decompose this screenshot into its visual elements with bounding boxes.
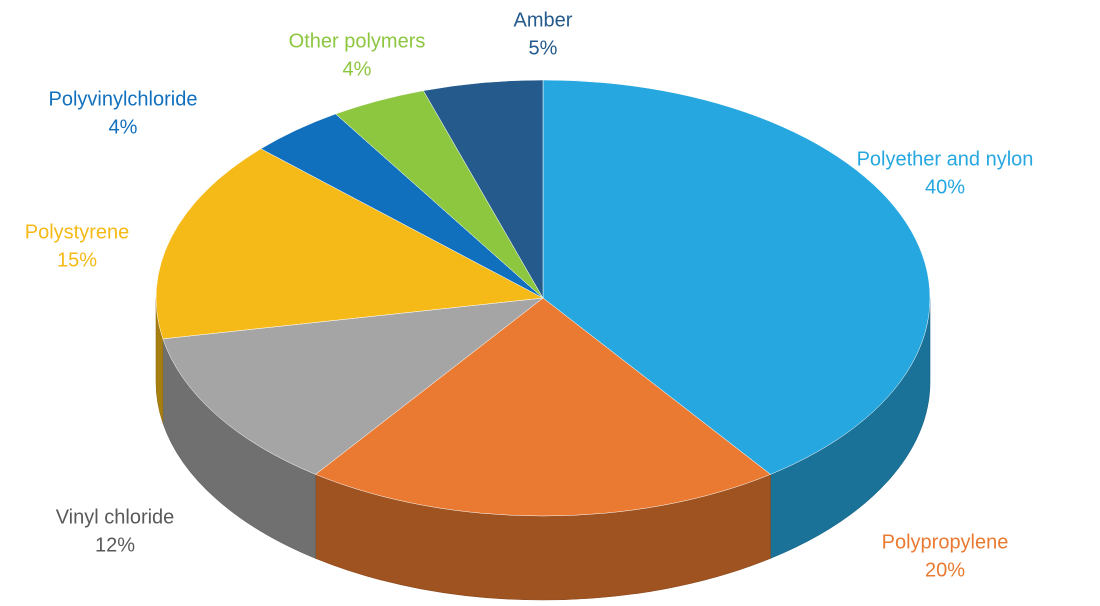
data-label-value: 4% (343, 58, 372, 80)
data-label-name: Amber (514, 9, 573, 31)
data-label-name: Polystyrene (25, 221, 130, 243)
slice (423, 79, 544, 299)
data-label-name: Polypropylene (882, 531, 1009, 553)
data-label-value: 15% (57, 249, 97, 271)
data-label-name: Other polymers (289, 30, 426, 52)
slice (162, 297, 544, 475)
slice (542, 79, 931, 475)
data-label-value: 5% (529, 37, 558, 59)
data-label-value: 20% (925, 559, 965, 581)
slice (315, 297, 771, 517)
data-label-value: 4% (109, 116, 138, 138)
data-label-value: 12% (95, 534, 135, 556)
data-label-name: Polyether and nylon (857, 148, 1034, 170)
data-label-name: Vinyl chloride (56, 506, 175, 528)
data-label-value: 40% (925, 176, 965, 198)
slice (155, 148, 544, 340)
data-label-name: Polyvinylchloride (49, 88, 198, 110)
